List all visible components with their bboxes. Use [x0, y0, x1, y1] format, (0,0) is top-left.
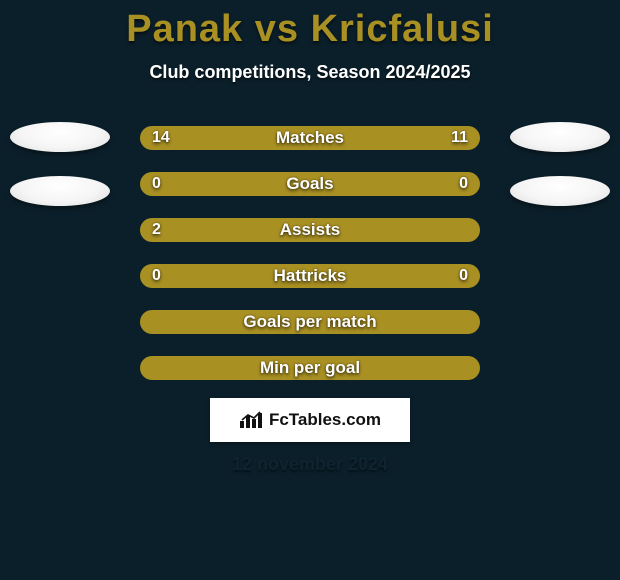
player-oval — [10, 122, 110, 152]
player-oval — [10, 176, 110, 206]
stat-bar: Min per goal — [140, 356, 480, 380]
subtitle: Club competitions, Season 2024/2025 — [0, 62, 620, 83]
bar-label: Goals — [140, 172, 480, 196]
bar-label: Assists — [140, 218, 480, 242]
bar-label: Goals per match — [140, 310, 480, 334]
bar-label: Matches — [140, 126, 480, 150]
player-oval — [510, 122, 610, 152]
bar-value-right: 11 — [451, 126, 468, 150]
page-title: Panak vs Kricfalusi — [0, 8, 620, 51]
bar-label: Min per goal — [140, 356, 480, 380]
bar-value-left: 0 — [152, 264, 161, 288]
player-oval — [510, 176, 610, 206]
bar-label: Hattricks — [140, 264, 480, 288]
bar-value-left: 0 — [152, 172, 161, 196]
bar-value-left: 2 — [152, 218, 161, 242]
date-label: 12 november 2024 — [0, 454, 620, 475]
bar-value-right: 0 — [459, 172, 468, 196]
bars-icon — [239, 411, 263, 429]
bar-value-right: 0 — [459, 264, 468, 288]
badge-text: FcTables.com — [269, 410, 381, 430]
stat-bar: Goals0 0 — [140, 172, 480, 196]
stat-bar: Hattricks0 0 — [140, 264, 480, 288]
stat-bar: Assists2 — [140, 218, 480, 242]
stat-bar: Goals per match — [140, 310, 480, 334]
bar-value-left: 14 — [152, 126, 170, 150]
comparison-infographic: Panak vs Kricfalusi Club competitions, S… — [0, 0, 620, 580]
stat-bar: Matches14 11 — [140, 126, 480, 150]
source-badge: FcTables.com — [210, 398, 410, 442]
